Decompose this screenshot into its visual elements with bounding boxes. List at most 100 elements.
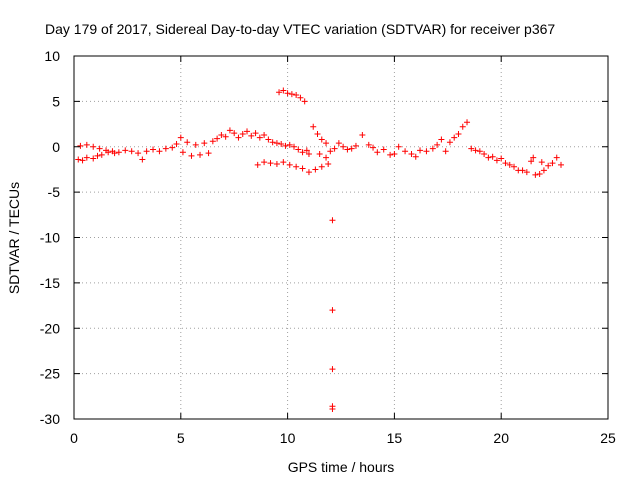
- data-point-marker: [329, 217, 336, 224]
- data-point-marker: [472, 147, 479, 154]
- data-point-marker: [83, 141, 90, 148]
- data-point-marker: [278, 141, 285, 148]
- data-point-marker: [90, 155, 97, 162]
- data-point-marker: [291, 143, 298, 150]
- axis-ticks: [73, 55, 609, 420]
- data-point-marker: [293, 92, 300, 99]
- data-point-marker: [318, 136, 325, 143]
- data-point-marker: [468, 145, 475, 152]
- y-tick-label: 10: [44, 48, 60, 64]
- data-point-marker: [417, 147, 424, 154]
- data-point-marker: [312, 166, 319, 173]
- data-point-marker: [261, 131, 268, 138]
- data-point-marker: [103, 147, 110, 154]
- data-point-marker: [135, 150, 142, 157]
- data-point-marker: [523, 169, 530, 176]
- data-point-marker: [226, 127, 233, 134]
- data-point-marker: [96, 145, 103, 152]
- data-point-marker: [261, 159, 268, 166]
- y-tick-label: 5: [52, 93, 60, 109]
- data-point-marker: [235, 134, 242, 141]
- data-point-marker: [331, 145, 338, 152]
- data-point-marker: [340, 143, 347, 150]
- data-point-marker: [412, 153, 419, 160]
- data-point-marker: [280, 159, 287, 166]
- data-point-marker: [248, 132, 255, 139]
- data-point-marker: [511, 163, 518, 170]
- data-point-marker: [139, 156, 146, 163]
- data-points: [75, 87, 565, 413]
- data-point-marker: [442, 148, 449, 155]
- data-point-marker: [365, 141, 372, 148]
- x-tick-label: 20: [493, 430, 509, 446]
- data-point-marker: [293, 163, 300, 170]
- data-point-marker: [532, 171, 539, 178]
- data-point-marker: [201, 140, 208, 147]
- data-point-marker: [273, 140, 280, 147]
- data-point-marker: [267, 160, 274, 167]
- data-point-marker: [115, 149, 122, 156]
- data-point-marker: [352, 142, 359, 149]
- data-point-marker: [284, 90, 291, 97]
- data-point-marker: [75, 156, 82, 163]
- data-point-marker: [451, 134, 458, 141]
- data-point-marker: [256, 134, 263, 141]
- y-tick-label: -30: [40, 411, 60, 427]
- data-point-marker: [459, 123, 466, 130]
- data-point-marker: [218, 131, 225, 138]
- data-point-marker: [222, 133, 229, 140]
- chart-title: Day 179 of 2017, Sidereal Day-to-day VTE…: [45, 21, 555, 37]
- data-point-marker: [273, 160, 280, 167]
- data-point-marker: [498, 155, 505, 162]
- data-point-marker: [502, 160, 509, 167]
- data-point-marker: [323, 154, 330, 161]
- data-point-marker: [545, 162, 552, 169]
- data-point-marker: [359, 131, 366, 138]
- data-point-marker: [128, 148, 135, 155]
- y-tick-label: -10: [40, 230, 60, 246]
- data-point-marker: [122, 147, 129, 154]
- data-point-marker: [214, 135, 221, 142]
- data-point-marker: [335, 140, 342, 147]
- data-point-marker: [231, 130, 238, 137]
- grid-lines: [74, 56, 608, 419]
- data-point-marker: [429, 145, 436, 152]
- data-point-marker: [143, 148, 150, 155]
- data-point-marker: [94, 152, 101, 159]
- data-point-marker: [276, 89, 283, 96]
- data-point-marker: [536, 170, 543, 177]
- data-point-marker: [423, 148, 430, 155]
- data-point-marker: [370, 144, 377, 151]
- data-point-marker: [481, 151, 488, 158]
- y-tick-labels: -30 -25 -20 -15 -10 -5 0 5 10: [40, 48, 60, 427]
- y-tick-label: -20: [40, 320, 60, 336]
- data-point-marker: [380, 146, 387, 153]
- data-point-marker: [538, 159, 545, 166]
- data-point-marker: [464, 119, 471, 126]
- data-point-marker: [395, 143, 402, 150]
- data-point-marker: [387, 151, 394, 158]
- data-point-marker: [295, 146, 302, 153]
- data-point-marker: [323, 140, 330, 147]
- x-tick-label: 25: [600, 430, 616, 446]
- data-point-marker: [528, 158, 535, 165]
- x-axis-label: GPS time / hours: [288, 459, 395, 475]
- data-point-marker: [391, 151, 398, 158]
- data-point-marker: [530, 154, 537, 161]
- data-point-marker: [485, 154, 492, 161]
- data-point-marker: [98, 151, 105, 158]
- data-point-marker: [549, 160, 556, 167]
- data-point-marker: [329, 366, 336, 373]
- data-point-marker: [310, 123, 317, 130]
- data-point-marker: [109, 148, 116, 155]
- data-point-marker: [286, 161, 293, 168]
- x-tick-label: 15: [387, 430, 403, 446]
- data-point-marker: [265, 136, 272, 143]
- data-point-marker: [408, 151, 415, 158]
- data-point-marker: [252, 130, 259, 137]
- data-point-marker: [188, 152, 195, 159]
- y-tick-label: -5: [48, 184, 61, 200]
- data-point-marker: [90, 143, 97, 150]
- data-point-marker: [79, 157, 86, 164]
